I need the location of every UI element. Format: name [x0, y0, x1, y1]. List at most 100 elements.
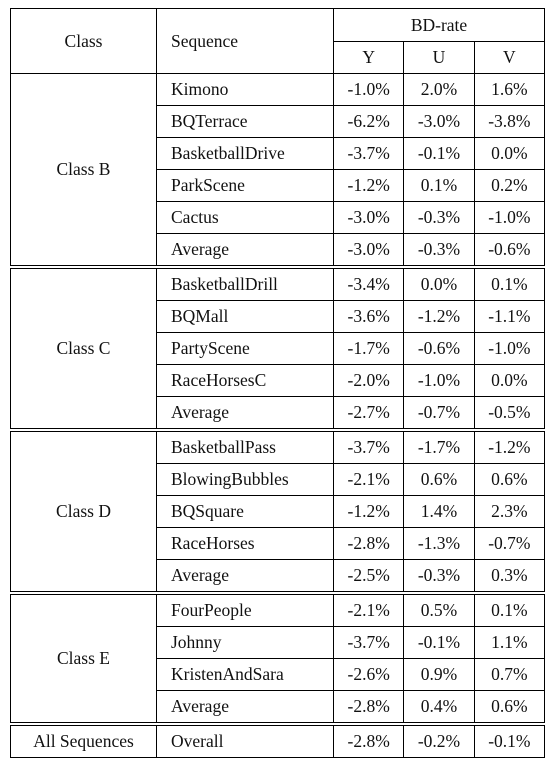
- v-cell: -0.7%: [474, 527, 546, 560]
- class-label: All Sequences: [10, 722, 157, 758]
- y-cell: -2.8%: [333, 690, 405, 724]
- sequence-cell: Average: [156, 396, 334, 430]
- table-row: Class E FourPeople -2.1% 0.5% 0.1%: [10, 591, 546, 724]
- v-cell: -0.1%: [474, 722, 546, 758]
- header-sequence: Sequence: [156, 8, 334, 74]
- u-cell: 0.6%: [403, 463, 475, 496]
- u-cell: -0.1%: [403, 137, 475, 170]
- sequence-cell: BQMall: [156, 300, 334, 333]
- table-row: KristenAndSara -2.6% 0.9% 0.7%: [11, 658, 546, 691]
- y-cell: -2.1%: [333, 591, 405, 627]
- header-u: U: [403, 41, 475, 74]
- u-cell: -1.7%: [403, 428, 475, 464]
- y-cell: -1.0%: [333, 73, 405, 106]
- table-row: Class B Kimono -1.0% 2.0% 1.6%: [10, 73, 546, 267]
- table-row: BlowingBubbles -2.1% 0.6% 0.6%: [11, 463, 546, 496]
- sequence-cell: Johnny: [156, 626, 334, 659]
- y-cell: -2.1%: [333, 463, 405, 496]
- u-cell: -1.2%: [403, 300, 475, 333]
- sequence-cell: KristenAndSara: [156, 658, 334, 691]
- u-cell: -0.2%: [403, 722, 475, 758]
- sequence-cell: PartyScene: [156, 332, 334, 365]
- v-cell: 0.1%: [474, 591, 546, 627]
- u-cell: -1.0%: [403, 364, 475, 397]
- class-label: Class D: [10, 428, 157, 593]
- y-cell: -1.7%: [333, 332, 405, 365]
- table-row: Johnny -3.7% -0.1% 1.1%: [11, 626, 546, 659]
- table-row: All Sequences Overall -2.8% -0.2% -0.1%: [10, 722, 546, 758]
- y-cell: -3.0%: [333, 233, 405, 267]
- sequence-cell: RaceHorses: [156, 527, 334, 560]
- table-row: Average -2.7% -0.7% -0.5%: [11, 396, 546, 430]
- v-cell: -0.6%: [474, 233, 546, 267]
- sequence-cell: Average: [156, 690, 334, 724]
- sequence-cell: BQTerrace: [156, 105, 334, 138]
- y-cell: -3.7%: [333, 137, 405, 170]
- sequence-cell: BQSquare: [156, 495, 334, 528]
- v-cell: 1.1%: [474, 626, 546, 659]
- header-y: Y: [333, 41, 405, 74]
- table-row: BasketballDrive -3.7% -0.1% 0.0%: [11, 137, 546, 170]
- table-body: Class B Kimono -1.0% 2.0% 1.6% BQTerrace -6.2%…: [10, 73, 546, 758]
- v-cell: -1.2%: [474, 428, 546, 464]
- u-cell: 0.5%: [403, 591, 475, 627]
- table-row: BQTerrace -6.2% -3.0% -3.8%: [11, 105, 546, 138]
- v-cell: 0.0%: [474, 137, 546, 170]
- y-cell: -2.0%: [333, 364, 405, 397]
- u-cell: 0.1%: [403, 169, 475, 202]
- v-cell: 0.3%: [474, 559, 546, 593]
- v-cell: 0.2%: [474, 169, 546, 202]
- sequence-cell: BasketballDrill: [156, 265, 334, 301]
- table-row: BQSquare -1.2% 1.4% 2.3%: [11, 495, 546, 528]
- sequence-cell: Kimono: [156, 73, 334, 106]
- u-cell: -1.3%: [403, 527, 475, 560]
- y-cell: -3.0%: [333, 201, 405, 234]
- header-class: Class: [10, 8, 157, 74]
- sequence-cell: FourPeople: [156, 591, 334, 627]
- header-bd-rate: BD-rate: [333, 8, 545, 42]
- v-cell: 0.7%: [474, 658, 546, 691]
- header-v: V: [474, 41, 546, 74]
- y-cell: -3.7%: [333, 626, 405, 659]
- y-cell: -1.2%: [333, 169, 405, 202]
- u-cell: 0.0%: [403, 265, 475, 301]
- table-row: Class D BasketballPass -3.7% -1.7% -1.2%: [10, 428, 546, 593]
- u-cell: -0.7%: [403, 396, 475, 430]
- y-cell: -2.5%: [333, 559, 405, 593]
- class-label: Class C: [10, 265, 157, 430]
- u-cell: -0.3%: [403, 201, 475, 234]
- u-cell: -0.6%: [403, 332, 475, 365]
- u-cell: -0.1%: [403, 626, 475, 659]
- table-row: Average -3.0% -0.3% -0.6%: [11, 233, 546, 267]
- sequence-cell: Average: [156, 233, 334, 267]
- table-row: RaceHorses -2.8% -1.3% -0.7%: [11, 527, 546, 560]
- v-cell: -1.0%: [474, 201, 546, 234]
- v-cell: -1.1%: [474, 300, 546, 333]
- u-cell: -0.3%: [403, 233, 475, 267]
- u-cell: 2.0%: [403, 73, 475, 106]
- y-cell: -2.8%: [333, 527, 405, 560]
- u-cell: -3.0%: [403, 105, 475, 138]
- v-cell: 1.6%: [474, 73, 546, 106]
- table-row: Average -2.8% 0.4% 0.6%: [11, 690, 546, 724]
- table-row: Class C BasketballDrill -3.4% 0.0% 0.1%: [10, 265, 546, 430]
- y-cell: -1.2%: [333, 495, 405, 528]
- u-cell: 1.4%: [403, 495, 475, 528]
- sequence-cell: RaceHorsesC: [156, 364, 334, 397]
- u-cell: 0.4%: [403, 690, 475, 724]
- v-cell: -1.0%: [474, 332, 546, 365]
- y-cell: -2.8%: [333, 722, 405, 758]
- y-cell: -6.2%: [333, 105, 405, 138]
- y-cell: -2.7%: [333, 396, 405, 430]
- table-row: PartyScene -1.7% -0.6% -1.0%: [11, 332, 546, 365]
- v-cell: 0.6%: [474, 463, 546, 496]
- sequence-cell: Average: [156, 559, 334, 593]
- table-row: Average -2.5% -0.3% 0.3%: [11, 559, 546, 593]
- v-cell: -3.8%: [474, 105, 546, 138]
- v-cell: 0.6%: [474, 690, 546, 724]
- u-cell: 0.9%: [403, 658, 475, 691]
- sequence-cell: ParkScene: [156, 169, 334, 202]
- table-row: ParkScene -1.2% 0.1% 0.2%: [11, 169, 546, 202]
- y-cell: -3.4%: [333, 265, 405, 301]
- table-row: Cactus -3.0% -0.3% -1.0%: [11, 201, 546, 234]
